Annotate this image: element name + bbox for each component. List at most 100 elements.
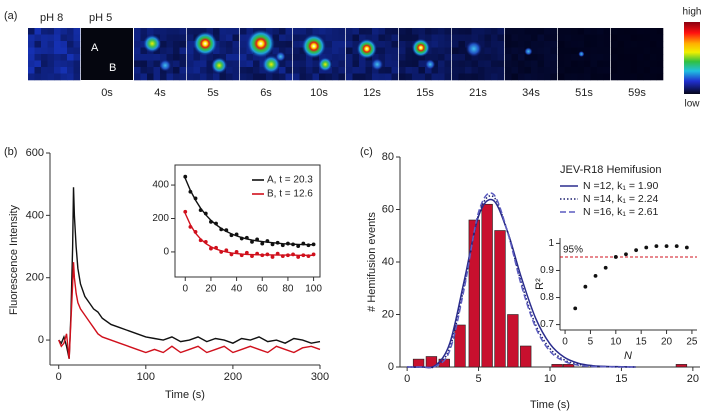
frame-noise bbox=[67, 67, 74, 74]
frame-noise bbox=[54, 28, 61, 35]
time-label: 21s bbox=[469, 87, 487, 99]
data-point bbox=[624, 252, 628, 257]
frame-noise bbox=[134, 73, 141, 81]
frame-noise bbox=[405, 67, 413, 74]
frame-noise bbox=[650, 34, 657, 42]
frame-noise bbox=[458, 41, 466, 48]
frame-noise bbox=[60, 67, 68, 74]
frame-noise bbox=[28, 67, 35, 74]
frame-noise bbox=[544, 54, 551, 61]
frame-noise bbox=[246, 28, 254, 35]
frame-noise bbox=[497, 28, 505, 35]
frame-noise bbox=[325, 41, 333, 48]
frame-noise bbox=[213, 54, 220, 61]
frame-noise bbox=[173, 67, 180, 74]
frame-noise bbox=[166, 41, 174, 48]
frame-noise bbox=[630, 73, 638, 81]
frame-noise bbox=[412, 67, 419, 74]
frame-noise bbox=[173, 60, 180, 68]
frame-noise bbox=[577, 28, 585, 35]
frame-noise bbox=[484, 54, 492, 61]
frame-noise bbox=[346, 54, 353, 61]
frame-noise bbox=[219, 47, 227, 55]
frame-noise bbox=[511, 47, 519, 55]
x-tick-label: 200 bbox=[224, 371, 242, 383]
panel-label: (b) bbox=[4, 146, 17, 158]
frame-noise bbox=[166, 54, 174, 61]
frame-noise bbox=[412, 54, 419, 61]
ph-label: pH 5 bbox=[89, 12, 112, 24]
panel-label: (c) bbox=[360, 146, 373, 158]
frame-noise bbox=[206, 73, 214, 81]
frame-noise bbox=[226, 60, 233, 68]
frame-noise bbox=[418, 34, 426, 42]
frame-noise bbox=[54, 73, 61, 81]
time-label: 34s bbox=[522, 87, 540, 99]
frame-noise bbox=[550, 60, 558, 68]
frame-noise bbox=[391, 54, 399, 61]
histogram-bar bbox=[507, 314, 519, 368]
frame-noise bbox=[577, 47, 585, 55]
frame-noise bbox=[431, 34, 439, 42]
data-point bbox=[634, 248, 639, 253]
time-label: 6s bbox=[260, 87, 272, 99]
frame-noise bbox=[147, 54, 154, 61]
frame-noise bbox=[431, 28, 439, 35]
frame-noise bbox=[650, 47, 657, 55]
frame-noise bbox=[140, 34, 148, 42]
frame-noise bbox=[425, 28, 432, 35]
frame-noise bbox=[399, 28, 406, 35]
frame-noise bbox=[431, 41, 439, 48]
y-tick-label: 0.7 bbox=[540, 319, 554, 330]
frame-noise bbox=[484, 73, 492, 81]
frame-noise bbox=[352, 54, 360, 61]
frame-noise bbox=[240, 47, 247, 55]
spot-label: A bbox=[91, 42, 99, 54]
frame-noise bbox=[359, 28, 366, 35]
frame-noise bbox=[603, 73, 611, 81]
frame-noise bbox=[319, 73, 326, 81]
time-label: 0s bbox=[101, 87, 113, 99]
frame-noise bbox=[630, 60, 638, 68]
frame-noise bbox=[299, 60, 307, 68]
frame-noise bbox=[550, 34, 558, 42]
fluorescent-spot bbox=[411, 38, 430, 57]
frame-noise bbox=[524, 54, 532, 61]
frame-noise bbox=[571, 67, 578, 74]
frame-noise bbox=[54, 67, 61, 74]
frame-noise bbox=[41, 28, 48, 35]
histogram-bar bbox=[494, 230, 506, 368]
frame-noise bbox=[213, 73, 220, 81]
frame-noise bbox=[624, 34, 631, 42]
y-tick-label: 0 bbox=[388, 361, 394, 373]
frame-noise bbox=[452, 73, 459, 81]
panel-label: (a) bbox=[4, 10, 17, 22]
fluorescent-spot bbox=[143, 34, 162, 53]
frame-noise bbox=[73, 60, 81, 68]
frame-noise bbox=[219, 73, 227, 81]
frame-noise bbox=[656, 47, 664, 55]
frame-noise bbox=[630, 47, 638, 55]
frame-noise bbox=[444, 67, 452, 74]
frame-noise bbox=[418, 67, 426, 74]
frame-noise bbox=[491, 28, 498, 35]
histogram-bar bbox=[481, 203, 493, 368]
frame-noise bbox=[465, 60, 472, 68]
frame-noise bbox=[603, 47, 611, 55]
frame-noise bbox=[332, 67, 339, 74]
frame-noise bbox=[624, 41, 631, 48]
frame-noise bbox=[571, 28, 578, 35]
frame-noise bbox=[134, 41, 141, 48]
frame-noise bbox=[332, 54, 339, 61]
x-tick-label: 15 bbox=[615, 373, 627, 385]
data-point bbox=[296, 255, 301, 259]
frame-noise bbox=[240, 41, 247, 48]
frame-noise bbox=[41, 67, 48, 74]
frame-noise bbox=[179, 73, 187, 81]
frame-noise bbox=[147, 28, 154, 35]
frame-noise bbox=[497, 47, 505, 55]
frame-noise bbox=[385, 54, 392, 61]
frame-noise bbox=[73, 47, 81, 55]
frame-noise bbox=[624, 28, 631, 35]
